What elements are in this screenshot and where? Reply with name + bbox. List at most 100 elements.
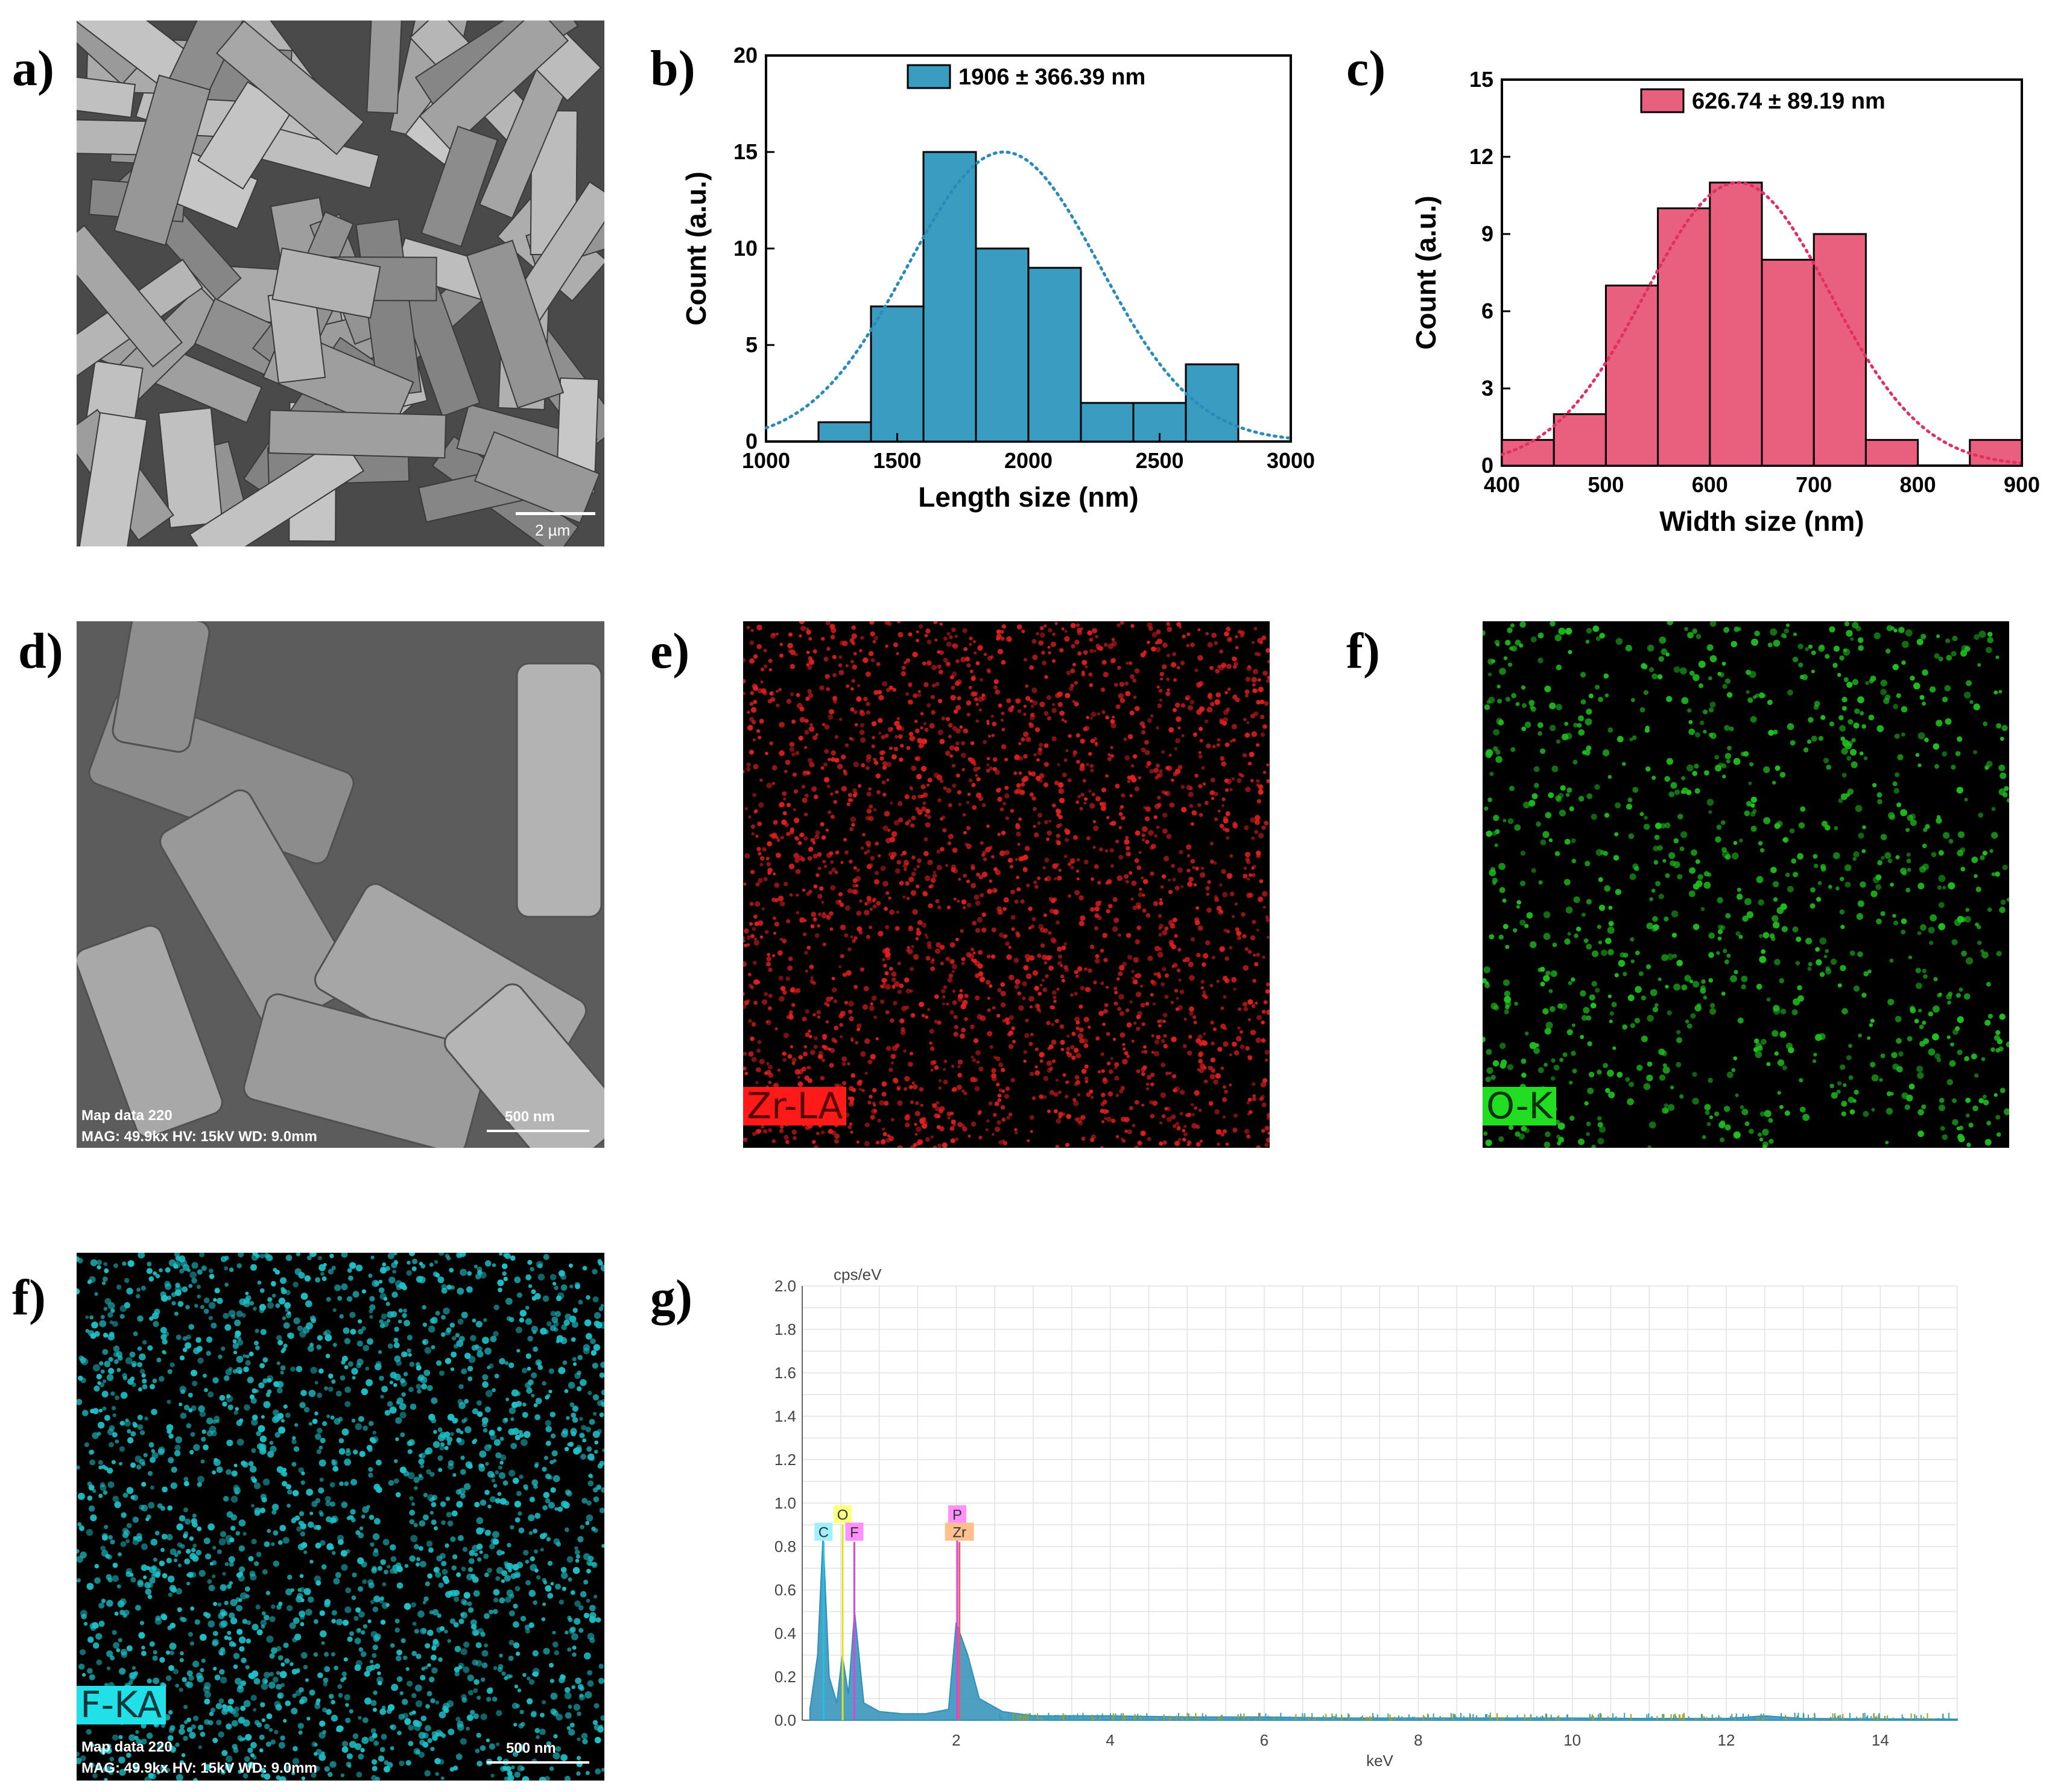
element-dot: [864, 902, 868, 906]
element-dot: [1121, 793, 1126, 798]
element-dot: [1770, 628, 1778, 636]
element-dot: [873, 690, 879, 695]
element-dot: [779, 721, 785, 728]
element-dot: [1124, 839, 1130, 845]
element-dot: [853, 984, 858, 989]
element-dot: [516, 1651, 521, 1656]
element-dot: [1094, 864, 1099, 869]
element-dot: [787, 965, 793, 971]
element-dot: [1156, 764, 1160, 768]
element-dot: [1231, 724, 1237, 730]
element-dot: [1785, 623, 1790, 627]
element-dot: [1490, 1002, 1498, 1010]
element-dot: [1582, 1015, 1588, 1021]
element-dot: [1537, 722, 1544, 729]
element-dot: [1219, 946, 1225, 952]
element-dot: [945, 750, 951, 756]
element-dot: [779, 802, 785, 808]
element-dot: [1123, 737, 1127, 741]
element-dot: [1051, 736, 1057, 742]
element-dot: [1654, 1003, 1659, 1007]
element-dot: [1933, 743, 1940, 750]
element-dot: [1077, 794, 1081, 799]
element-dot: [924, 727, 929, 732]
element-dot: [255, 1345, 260, 1350]
element-dot: [1679, 1094, 1684, 1099]
element-dot: [851, 679, 855, 683]
element-dot: [1189, 700, 1194, 704]
element-dot: [1141, 1103, 1145, 1107]
scale-bar: [487, 1130, 589, 1132]
element-dot: [1907, 814, 1913, 822]
element-dot: [756, 1048, 761, 1053]
element-dot: [1074, 1075, 1080, 1080]
element-dot: [1141, 833, 1145, 837]
element-dot: [1015, 788, 1022, 794]
element-dot: [817, 1015, 821, 1019]
element-dot: [1119, 1032, 1126, 1038]
element-dot: [1150, 714, 1154, 718]
element-dot: [834, 735, 838, 739]
element-dot: [1591, 1144, 1596, 1148]
element-dot: [1958, 1126, 1964, 1130]
element-dot: [1061, 627, 1065, 631]
element-dot: [882, 761, 887, 767]
element-dot: [269, 1671, 274, 1677]
element-dot: [1786, 1042, 1793, 1050]
element-dot: [1034, 884, 1039, 889]
element-dot: [1206, 907, 1212, 913]
element-dot: [1545, 1021, 1553, 1029]
element-dot: [1113, 1001, 1118, 1006]
element-dot: [1901, 732, 1905, 737]
element-dot: [98, 1460, 103, 1465]
element-dot: [781, 819, 787, 825]
element-dot: [179, 1728, 185, 1735]
element-dot: [1154, 834, 1158, 838]
element-dot: [1773, 897, 1778, 902]
element-dot: [1688, 890, 1696, 898]
element-dot: [1772, 881, 1779, 888]
element-dot: [1550, 1076, 1556, 1081]
element-dot: [370, 1700, 377, 1706]
element-dot: [473, 1590, 480, 1597]
element-dot: [810, 924, 815, 929]
element-dot: [1938, 875, 1946, 882]
element-dot: [548, 1368, 554, 1374]
element-dot: [1238, 1007, 1242, 1012]
element-dot: [978, 875, 983, 879]
element-dot: [1632, 787, 1639, 793]
element-dot: [1895, 772, 1900, 777]
element-dot: [1247, 665, 1251, 668]
element-dot: [866, 766, 870, 770]
element-dot: [1870, 1062, 1876, 1068]
sem-rod: [77, 925, 223, 1138]
element-dot: [974, 961, 981, 967]
element-dot: [1746, 911, 1754, 919]
element-dot: [866, 754, 872, 759]
element-dot: [1177, 1005, 1183, 1011]
element-dot: [1167, 688, 1170, 692]
element-dot: [1097, 712, 1101, 716]
element-dot: [1065, 692, 1071, 698]
element-dot: [182, 1286, 188, 1293]
element-dot: [1658, 977, 1662, 981]
element-dot: [349, 1311, 356, 1319]
element-dot: [881, 780, 886, 785]
element-dot: [1614, 832, 1619, 837]
element-dot: [1720, 1120, 1726, 1126]
element-dot: [177, 1300, 184, 1307]
element-dot: [823, 656, 829, 662]
element-dot: [411, 1266, 417, 1271]
element-dot: [1151, 1034, 1154, 1037]
element-dot: [1749, 762, 1754, 767]
element-dot: [388, 1276, 396, 1284]
element-dot: [1670, 782, 1677, 789]
element-dot: [1942, 697, 1948, 703]
element-dot: [1483, 630, 1486, 636]
element-dot: [1735, 931, 1741, 936]
element-dot: [1064, 630, 1068, 633]
element-dot: [885, 984, 891, 990]
element-dot: [522, 1411, 528, 1418]
element-dot: [997, 1094, 1002, 1098]
element-dot: [933, 1145, 937, 1148]
